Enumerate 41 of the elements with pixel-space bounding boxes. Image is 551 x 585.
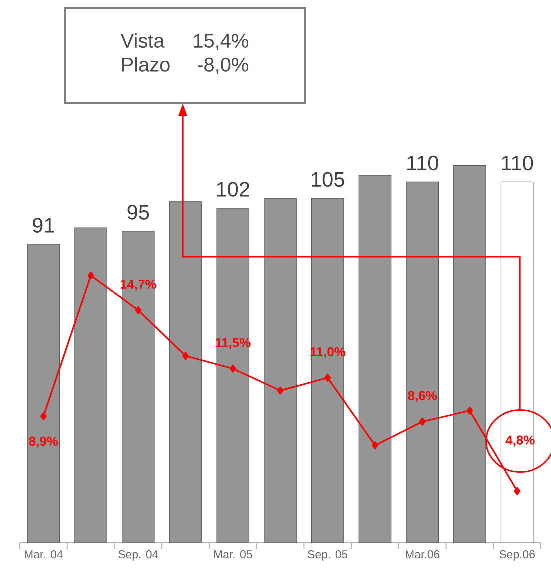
x-tick-label: Mar.06 xyxy=(406,550,440,559)
bar xyxy=(311,198,344,544)
data-label: 8,6% xyxy=(408,391,438,402)
data-label: 95 xyxy=(128,205,150,220)
data-label: 4,8% xyxy=(506,436,535,447)
point xyxy=(324,374,332,382)
point xyxy=(230,364,236,373)
bar xyxy=(122,231,155,544)
point xyxy=(182,352,189,360)
data-label: 102 xyxy=(217,182,250,197)
x-tick-label: Sep. 05 xyxy=(308,550,348,561)
data-label: 105 xyxy=(312,172,344,188)
x-tick-label: Sep. 04 xyxy=(118,550,158,561)
data-label: 91 xyxy=(33,218,54,233)
text: Plazo xyxy=(122,57,170,72)
text: -8,0% xyxy=(198,58,248,74)
point xyxy=(419,418,426,426)
point xyxy=(88,272,94,280)
text: 15,4% xyxy=(194,34,248,50)
data-label: 110 xyxy=(408,156,438,171)
point xyxy=(135,306,142,314)
bar xyxy=(169,202,202,544)
bar xyxy=(27,244,60,544)
point xyxy=(277,386,284,395)
data-label: 110 xyxy=(502,156,534,171)
bar xyxy=(500,182,534,544)
bar xyxy=(358,175,392,544)
bar xyxy=(454,165,486,544)
text: Vista xyxy=(120,33,165,48)
bar xyxy=(74,228,108,544)
bar xyxy=(216,208,250,544)
x-tick-label: Mar. 05 xyxy=(214,550,252,559)
data-label: 8,9% xyxy=(29,436,58,448)
x-tick-label: Sep.06 xyxy=(500,550,535,561)
point xyxy=(40,412,47,420)
point xyxy=(372,442,378,450)
point xyxy=(466,406,474,415)
x-tick-label: Mar. 04 xyxy=(24,550,63,559)
point xyxy=(514,487,521,496)
bar xyxy=(406,182,439,544)
bar xyxy=(264,198,297,544)
